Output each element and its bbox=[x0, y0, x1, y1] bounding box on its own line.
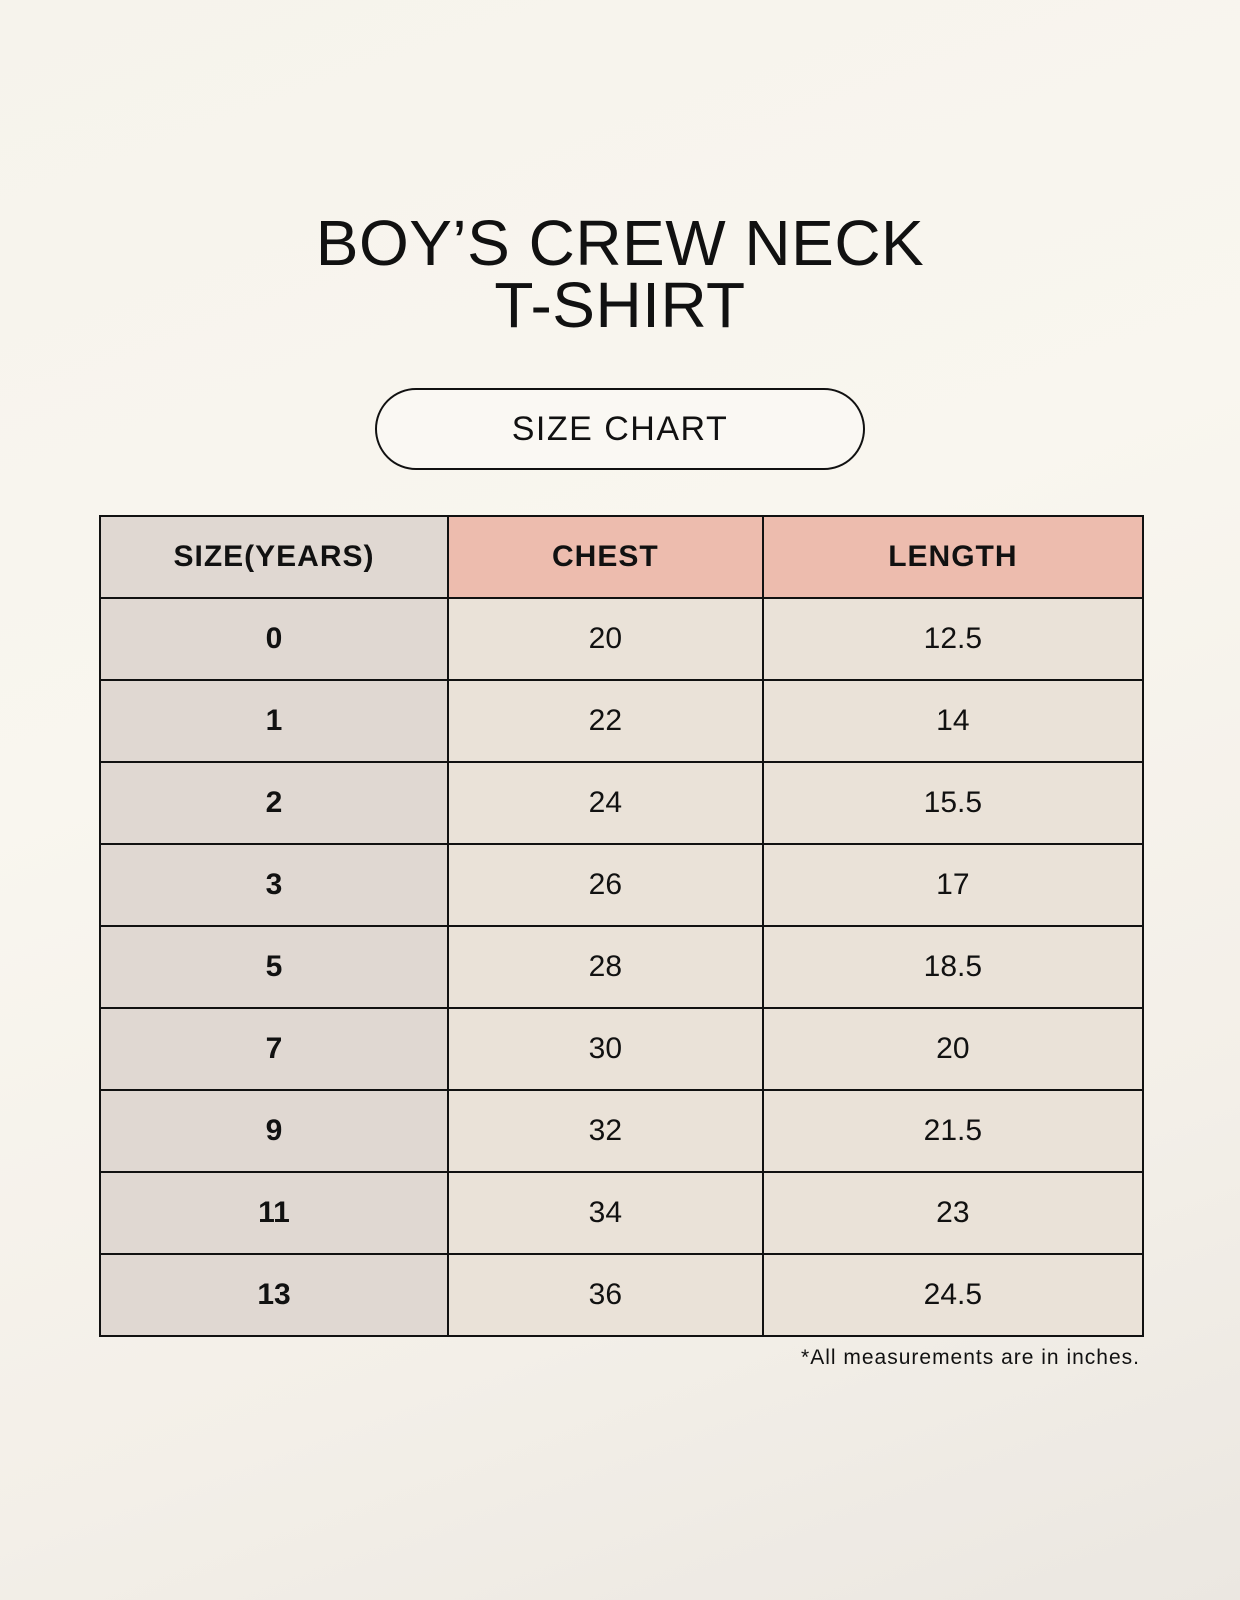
length-cell: 20 bbox=[761, 1007, 1145, 1091]
size-chart-badge: SIZE CHART bbox=[375, 388, 865, 470]
length-cell: 18.5 bbox=[761, 925, 1145, 1009]
page-title: BOY’S CREW NECK T-SHIRT bbox=[0, 207, 1240, 341]
chest-cell: 26 bbox=[447, 843, 764, 927]
length-cell: 23 bbox=[761, 1171, 1145, 1255]
header-row: SIZE(YEARS) CHEST LENGTH bbox=[99, 515, 1145, 599]
size-cell: 11 bbox=[99, 1171, 449, 1255]
size-table: SIZE(YEARS) CHEST LENGTH 0 20 12.5 1 22 14 2 24… bbox=[99, 515, 1145, 1337]
title-line-2: T-SHIRT bbox=[494, 269, 746, 341]
header-size: SIZE(YEARS) bbox=[99, 515, 449, 599]
length-cell: 21.5 bbox=[761, 1089, 1145, 1173]
chest-cell: 30 bbox=[447, 1007, 764, 1091]
table-row: 1 22 14 bbox=[99, 679, 1145, 763]
size-cell: 0 bbox=[99, 597, 449, 681]
size-cell: 1 bbox=[99, 679, 449, 763]
length-cell: 12.5 bbox=[761, 597, 1145, 681]
table-row: 13 36 24.5 bbox=[99, 1253, 1145, 1337]
length-cell: 15.5 bbox=[761, 761, 1145, 845]
header-length: LENGTH bbox=[761, 515, 1145, 599]
chest-cell: 32 bbox=[447, 1089, 764, 1173]
size-cell: 13 bbox=[99, 1253, 449, 1337]
chest-cell: 28 bbox=[447, 925, 764, 1009]
size-cell: 2 bbox=[99, 761, 449, 845]
size-cell: 5 bbox=[99, 925, 449, 1009]
size-cell: 9 bbox=[99, 1089, 449, 1173]
chest-cell: 36 bbox=[447, 1253, 764, 1337]
title-line-1: BOY’S CREW NECK bbox=[315, 207, 925, 279]
length-cell: 17 bbox=[761, 843, 1145, 927]
table-row: 0 20 12.5 bbox=[99, 597, 1145, 681]
table-row: 3 26 17 bbox=[99, 843, 1145, 927]
header-chest: CHEST bbox=[447, 515, 764, 599]
size-cell: 3 bbox=[99, 843, 449, 927]
chest-cell: 34 bbox=[447, 1171, 764, 1255]
table-row: 7 30 20 bbox=[99, 1007, 1145, 1091]
table-row: 9 32 21.5 bbox=[99, 1089, 1145, 1173]
footnote: *All measurements are in inches. bbox=[801, 1346, 1140, 1369]
size-cell: 7 bbox=[99, 1007, 449, 1091]
chest-cell: 22 bbox=[447, 679, 764, 763]
table-row: 5 28 18.5 bbox=[99, 925, 1145, 1009]
chest-cell: 24 bbox=[447, 761, 764, 845]
length-cell: 14 bbox=[761, 679, 1145, 763]
length-cell: 24.5 bbox=[761, 1253, 1145, 1337]
table-row: 2 24 15.5 bbox=[99, 761, 1145, 845]
chest-cell: 20 bbox=[447, 597, 764, 681]
table-row: 11 34 23 bbox=[99, 1171, 1145, 1255]
